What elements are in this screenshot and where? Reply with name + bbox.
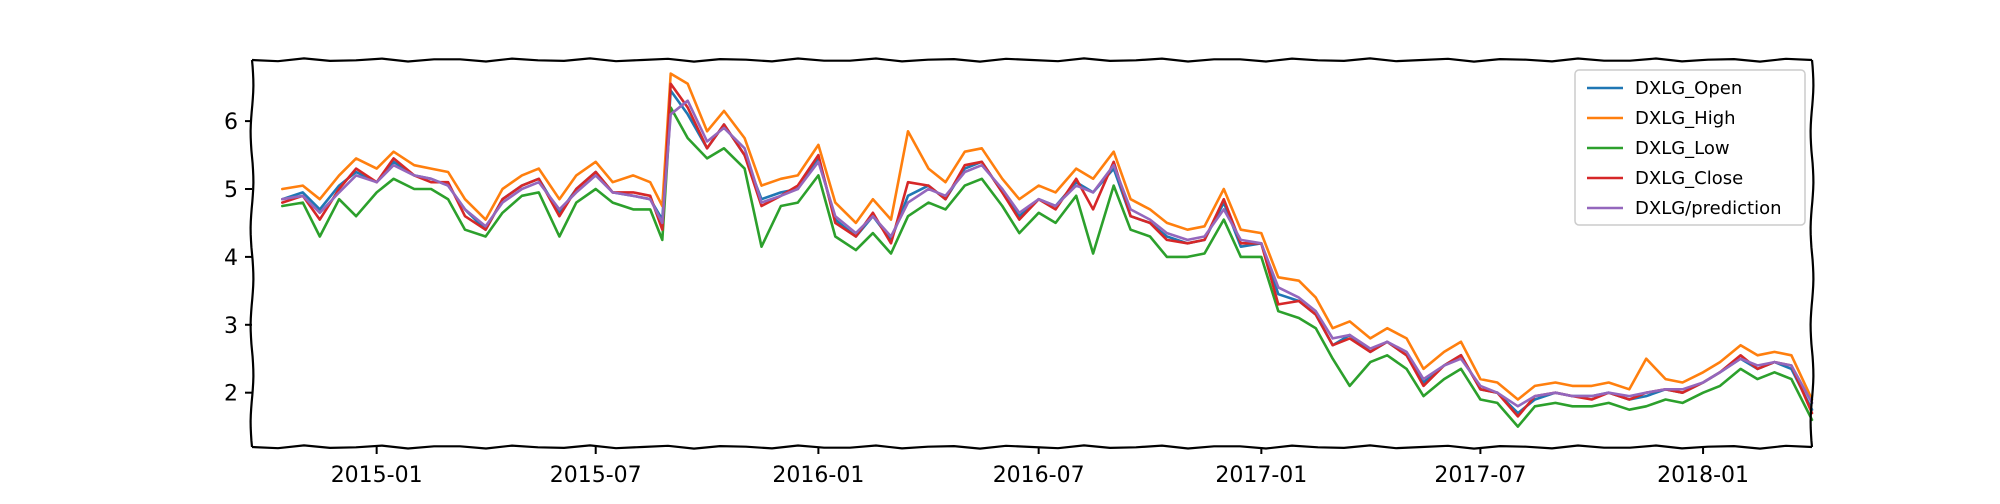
legend-label-dxlg-low: DXLG_Low	[1635, 138, 1730, 159]
legend-box	[1574, 69, 1806, 226]
x-tick-label: 2017-01	[1215, 463, 1307, 488]
frame-right	[1809, 59, 1815, 448]
y-tick-label: 2	[224, 382, 238, 407]
x-tick-label: 2016-07	[993, 463, 1085, 488]
x-tick-label: 2017-07	[1434, 463, 1526, 488]
y-tick-label: 5	[224, 178, 238, 203]
legend-label-dxlg-prediction: DXLG/prediction	[1635, 198, 1782, 219]
plot-frame	[249, 57, 1815, 450]
x-tick-label: 2015-07	[550, 463, 642, 488]
series-line-dxlg-high	[280, 72, 1814, 401]
frame-top	[251, 57, 1813, 63]
series-line-dxlg-low	[280, 106, 1814, 428]
y-tick-label: 6	[224, 110, 238, 135]
x-tick-label: 2015-01	[331, 463, 423, 488]
legend-label-dxlg-open: DXLG_Open	[1635, 78, 1742, 99]
x-tick-label: 2018-01	[1657, 463, 1749, 488]
legend-label-dxlg-high: DXLG_High	[1635, 108, 1736, 129]
legend: DXLG_Open DXLG_High DXLG_Low DXLG_Close DXLG…	[1574, 69, 1806, 226]
y-tick-label: 4	[224, 246, 238, 271]
x-tick-label: 2016-01	[772, 463, 864, 488]
frame-bottom	[251, 444, 1813, 450]
legend-label-dxlg-close: DXLG_Close	[1635, 168, 1743, 189]
series-line-dxlg-prediction	[280, 99, 1814, 408]
y-tick-label: 3	[224, 314, 238, 339]
x-axis: 2015-01 2015-07 2016-01 2016-07 2017-01 2017-…	[331, 447, 1749, 488]
frame-left	[249, 59, 255, 448]
y-axis: 2 3 4 5 6	[224, 110, 252, 407]
series-layer	[280, 72, 1814, 428]
